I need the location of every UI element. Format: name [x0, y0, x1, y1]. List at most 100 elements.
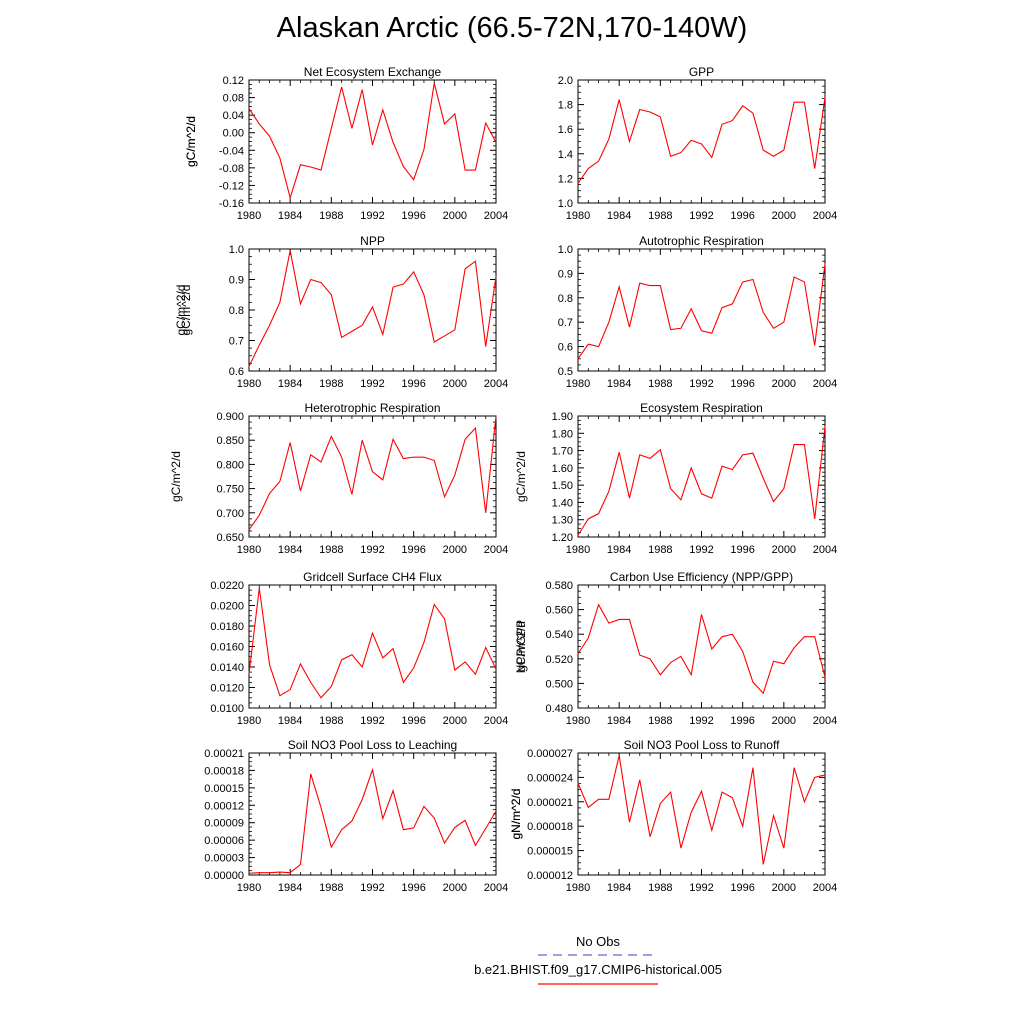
x-tick-label: 2004 [484, 882, 508, 894]
y-tick-label: 0.520 [545, 654, 573, 666]
panel-7: 1980 1984 1988 1992 1996 2000 2004 0.0100 0.0120… [210, 570, 528, 727]
plot-frame [577, 584, 826, 709]
x-tick-label: 2000 [772, 378, 796, 390]
y-tick-label: 1.2 [558, 173, 573, 185]
x-tick-label: 2000 [443, 882, 467, 894]
x-tick-label: 1980 [566, 378, 590, 390]
figure-title: Alaskan Arctic (66.5-72N,170-140W) [276, 12, 748, 44]
plot-frame [248, 584, 497, 709]
plot-frame [248, 415, 497, 538]
y-tick-label: 0.0160 [210, 642, 244, 654]
x-tick-label: 1992 [360, 882, 384, 894]
x-tick-label: 1984 [278, 715, 302, 727]
x-tick-label: 1984 [607, 210, 631, 222]
x-tick-label: 1988 [319, 544, 343, 556]
panel-title: GPP [689, 65, 714, 79]
panel-1: 1980 1984 1988 1992 1996 2000 2004 -0.16 -0.12 -0… [184, 65, 508, 222]
x-tick-label: 1988 [648, 210, 672, 222]
x-tick-label: 1996 [401, 544, 425, 556]
y-tick-label: 0.8 [558, 293, 573, 305]
y-tick-label: 0.9 [558, 268, 573, 280]
series-line [248, 415, 497, 531]
y-tick-label: 1.8 [558, 100, 573, 112]
y-tick-label: 0.850 [216, 435, 244, 447]
y-tick-label: 0.480 [545, 703, 573, 715]
y-tick-label: 0.800 [216, 459, 244, 471]
y-tick-label: 0.00009 [204, 818, 244, 830]
y-tick-label: 0.580 [545, 580, 573, 592]
plot-frame [577, 248, 826, 372]
y-tick-label: 0.0100 [210, 703, 244, 715]
legend: No Obs b.e21.BHIST.f09_g17.CMIP6-historic… [474, 934, 722, 985]
x-tick-label: 1980 [237, 882, 261, 894]
y-tick-label: 0.0180 [210, 621, 244, 633]
y-tick-label: 0.000012 [527, 870, 573, 882]
legend-label-model: b.e21.BHIST.f09_g17.CMIP6-historical.005 [474, 962, 722, 977]
x-tick-label: 2000 [772, 210, 796, 222]
panel-3: 1980 1984 1988 1992 1996 2000 2004 0.6 0.7 0.8 0.9… [179, 234, 508, 390]
x-tick-label: 1992 [689, 715, 713, 727]
y-tick-label: 1.6 [558, 124, 573, 136]
series-line [577, 263, 826, 360]
x-tick-label: 2000 [443, 544, 467, 556]
y-tick-label: 1.0 [558, 198, 573, 210]
y-axis-label: gC/m^2/d [169, 451, 183, 502]
y-tick-label: 0.0220 [210, 580, 244, 592]
x-tick-label: 1980 [566, 210, 590, 222]
y-axis-label: gC/m^2/d [514, 451, 528, 502]
y-tick-label: 0.000021 [527, 797, 573, 809]
series-line [577, 603, 826, 695]
panel-title: Ecosystem Respiration [640, 401, 763, 415]
x-tick-label: 1996 [730, 882, 754, 894]
y-tick-label: 0.000015 [527, 846, 573, 858]
y-tick-label: 0.6 [229, 366, 244, 378]
panel-title: Soil NO3 Pool Loss to Runoff [624, 738, 781, 752]
y-tick-label: 0.000027 [527, 748, 573, 760]
y-axis-label: gC/m^2/d [179, 285, 193, 336]
series-line [248, 250, 497, 367]
x-tick-label: 1992 [360, 715, 384, 727]
x-tick-label: 2004 [813, 210, 837, 222]
y-tick-label: 0.0120 [210, 683, 244, 695]
x-tick-label: 1980 [566, 544, 590, 556]
x-tick-label: 1996 [730, 210, 754, 222]
y-tick-label: 1.4 [558, 149, 573, 161]
x-tick-label: 1980 [237, 210, 261, 222]
x-tick-label: 1980 [566, 715, 590, 727]
y-tick-label: 0.00021 [204, 748, 244, 760]
x-tick-label: 1984 [607, 715, 631, 727]
y-axis-label: gC/m^2/d [174, 285, 188, 336]
panel-title: Net Ecosystem Exchange [304, 65, 442, 79]
x-tick-label: 1992 [689, 210, 713, 222]
x-tick-label: 1996 [730, 378, 754, 390]
y-tick-label: 0.00000 [204, 870, 244, 882]
y-tick-label: 0.00015 [204, 783, 244, 795]
x-tick-label: 1988 [648, 715, 672, 727]
plot-frame [577, 415, 826, 538]
y-tick-label: 0.7 [229, 336, 244, 348]
y-tick-label: 1.40 [552, 497, 573, 509]
panel-5: 1980 1984 1988 1992 1996 2000 2004 0.650 0.700 0.… [169, 401, 508, 556]
x-tick-label: 1996 [401, 378, 425, 390]
x-tick-label: 1984 [278, 882, 302, 894]
x-tick-label: 1980 [237, 544, 261, 556]
x-tick-label: 1996 [401, 210, 425, 222]
y-tick-label: -0.16 [219, 198, 244, 210]
panel-2: 1980 1984 1988 1992 1996 2000 2004 1.0 1.2 1.4 1.6… [184, 65, 837, 222]
series-line [248, 767, 497, 874]
y-axis-label: gN/m^2/d [509, 789, 523, 840]
x-tick-label: 1984 [607, 882, 631, 894]
y-tick-label: 1.80 [552, 428, 573, 440]
y-tick-label: 1.20 [552, 532, 573, 544]
x-tick-label: 1984 [278, 378, 302, 390]
panel-title: Autotrophic Respiration [639, 234, 764, 248]
series-line [248, 587, 497, 699]
y-tick-label: 1.0 [558, 244, 573, 256]
panel-title: Soil NO3 Pool Loss to Leaching [288, 738, 457, 752]
x-tick-label: 1984 [607, 378, 631, 390]
y-tick-label: 1.90 [552, 411, 573, 423]
y-tick-label: 0.0200 [210, 601, 244, 613]
x-tick-label: 1992 [689, 882, 713, 894]
x-tick-label: 1980 [566, 882, 590, 894]
